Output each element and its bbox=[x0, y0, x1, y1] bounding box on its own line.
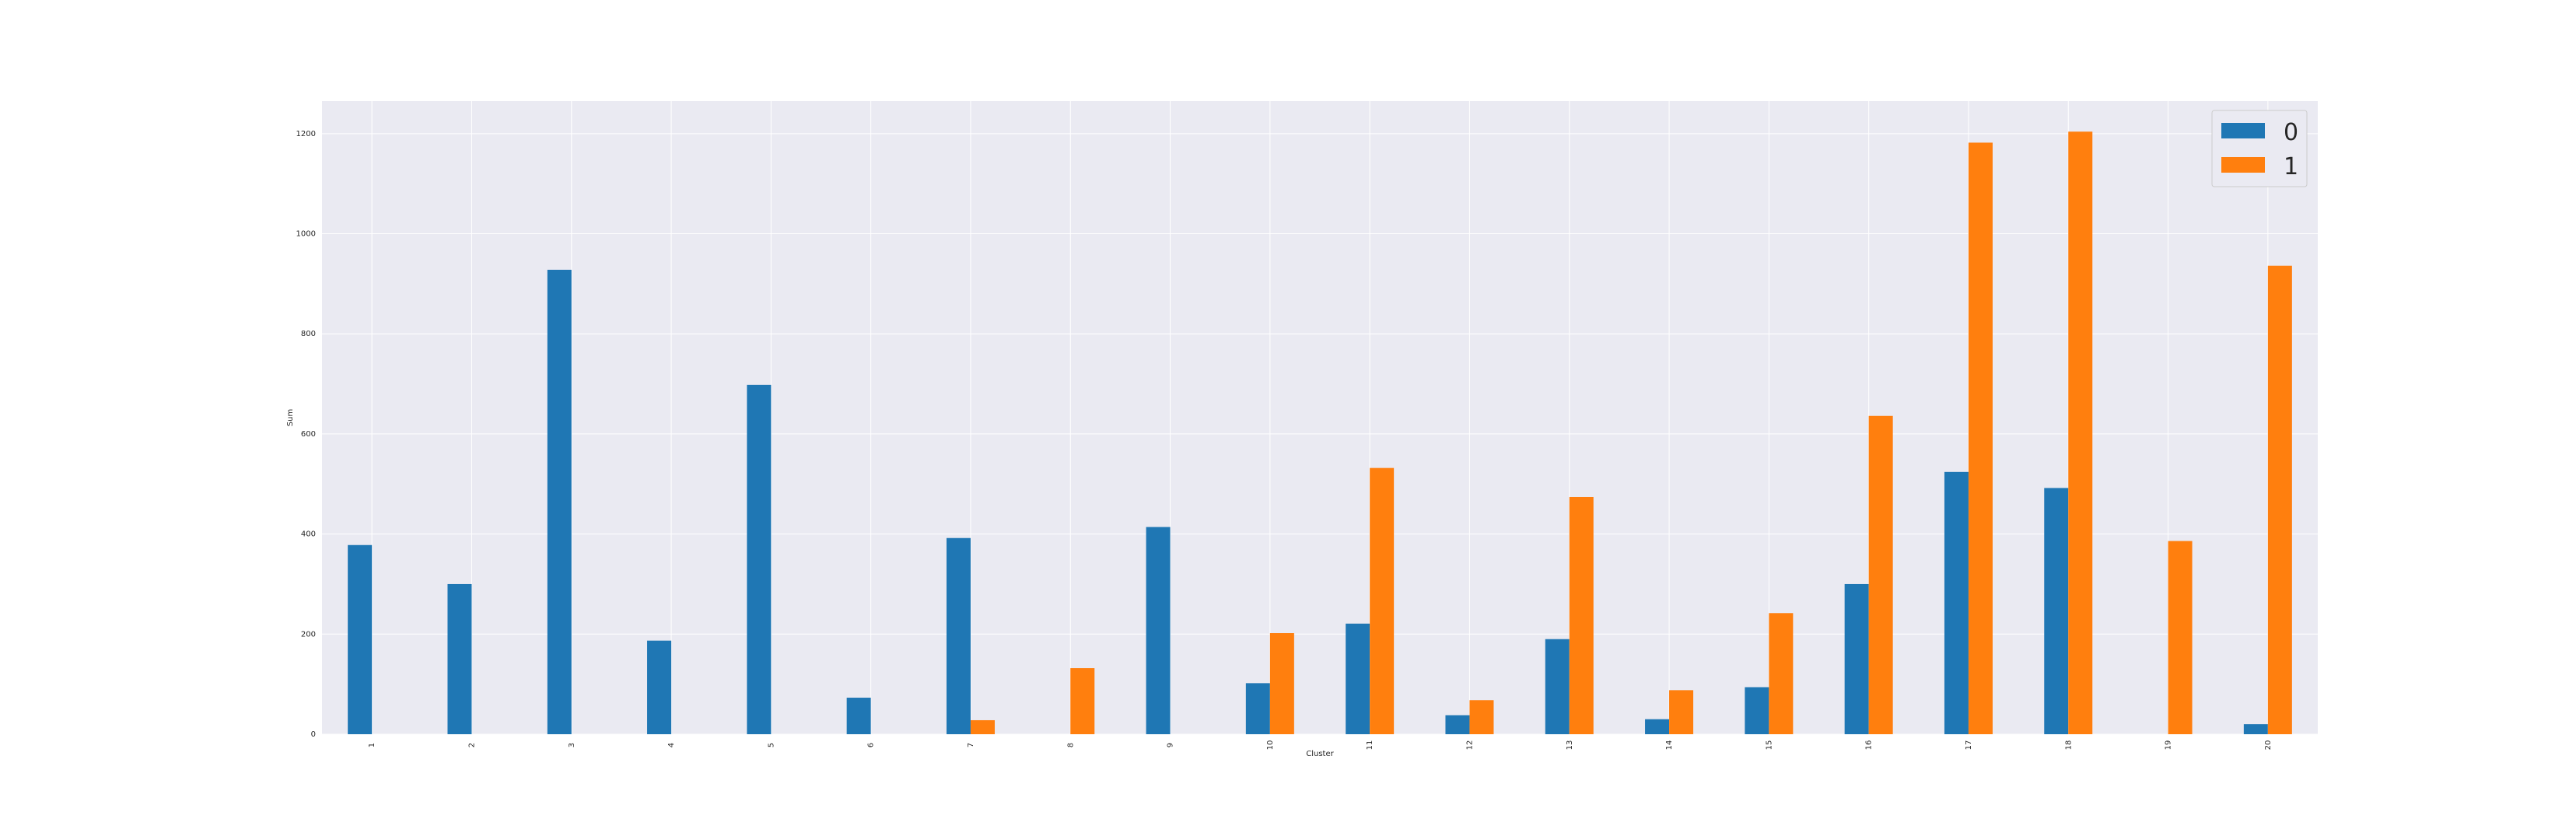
bar-series-0-cluster-17 bbox=[1944, 471, 1969, 734]
bar-series-0-cluster-5 bbox=[747, 384, 772, 734]
x-tick-labels: 1 2 3 4 5 6 7 8 9 10 11 12 13 14 15 16 17 18 19 20 bbox=[368, 740, 2273, 751]
bar-series-0-cluster-13 bbox=[1545, 639, 1570, 734]
x-tick-label: 20 bbox=[2264, 740, 2273, 751]
x-tick-label: 4 bbox=[667, 743, 676, 747]
y-tick-labels: 0 200 400 600 800 1000 1200 bbox=[296, 130, 316, 739]
bar-series-0-cluster-3 bbox=[547, 269, 572, 734]
bars bbox=[348, 131, 2292, 734]
x-tick-label: 18 bbox=[2064, 740, 2073, 751]
x-tick-label: 1 bbox=[368, 743, 376, 747]
bar-series-1-cluster-17 bbox=[1968, 142, 1993, 734]
x-tick-label: 7 bbox=[967, 743, 975, 747]
legend-label-series-1: 1 bbox=[2284, 153, 2298, 180]
y-tick-label: 1000 bbox=[296, 230, 316, 239]
bar-series-1-cluster-19 bbox=[2168, 541, 2193, 734]
bar-series-0-cluster-6 bbox=[846, 698, 871, 734]
x-tick-label: 5 bbox=[767, 743, 775, 747]
y-tick-label: 400 bbox=[301, 530, 316, 539]
plot-background bbox=[322, 101, 2318, 734]
legend: 0 1 bbox=[2211, 110, 2308, 187]
y-tick-label: 600 bbox=[301, 430, 316, 439]
x-tick-label: 14 bbox=[1665, 740, 1674, 751]
x-tick-label: 10 bbox=[1266, 740, 1275, 751]
x-tick-label: 16 bbox=[1865, 740, 1874, 751]
legend-swatch-series-1 bbox=[2221, 157, 2265, 173]
bar-series-0-cluster-11 bbox=[1346, 623, 1370, 734]
bar-series-1-cluster-7 bbox=[970, 719, 995, 734]
bar-series-0-cluster-20 bbox=[2243, 724, 2268, 734]
y-tick-label: 800 bbox=[301, 330, 316, 338]
x-tick-label: 2 bbox=[467, 743, 476, 747]
x-tick-label: 11 bbox=[1366, 740, 1374, 751]
bar-series-0-cluster-14 bbox=[1645, 719, 1670, 734]
y-tick-label: 200 bbox=[301, 630, 316, 639]
bar-series-0-cluster-12 bbox=[1445, 715, 1470, 734]
bar-series-1-cluster-16 bbox=[1868, 415, 1893, 734]
bar-series-0-cluster-18 bbox=[2044, 488, 2069, 734]
x-tick-label: 9 bbox=[1167, 743, 1175, 747]
x-tick-label: 15 bbox=[1765, 740, 1773, 751]
bar-series-1-cluster-10 bbox=[1269, 633, 1294, 734]
x-tick-label: 12 bbox=[1465, 740, 1474, 751]
bar-series-1-cluster-13 bbox=[1569, 496, 1594, 734]
legend-label-series-0: 0 bbox=[2284, 119, 2298, 146]
bar-series-1-cluster-14 bbox=[1669, 690, 1694, 734]
x-tick-label: 8 bbox=[1066, 743, 1075, 747]
x-tick-label: 6 bbox=[867, 743, 876, 747]
bar-series-1-cluster-18 bbox=[2068, 131, 2093, 734]
bar-series-0-cluster-2 bbox=[447, 583, 472, 734]
bar-series-1-cluster-15 bbox=[1769, 613, 1794, 734]
x-tick-label: 3 bbox=[568, 743, 576, 747]
legend-swatch-series-0 bbox=[2221, 123, 2265, 138]
x-tick-label: 13 bbox=[1566, 740, 1574, 751]
bar-series-0-cluster-9 bbox=[1146, 527, 1171, 734]
x-axis-title: Cluster bbox=[1306, 750, 1334, 758]
bar-series-0-cluster-7 bbox=[946, 537, 971, 734]
bar-series-0-cluster-1 bbox=[348, 544, 373, 734]
bar-series-0-cluster-4 bbox=[647, 640, 672, 734]
bar-series-0-cluster-10 bbox=[1245, 683, 1270, 734]
x-tick-label: 19 bbox=[2165, 740, 2173, 751]
bar-series-1-cluster-11 bbox=[1370, 467, 1395, 734]
y-tick-label: 0 bbox=[311, 730, 316, 739]
bar-series-1-cluster-12 bbox=[1469, 700, 1494, 734]
bar-series-0-cluster-16 bbox=[1844, 583, 1869, 734]
y-tick-label: 1200 bbox=[296, 130, 316, 138]
bar-series-1-cluster-20 bbox=[2267, 265, 2292, 734]
y-axis-title: Sum bbox=[286, 409, 295, 426]
bar-series-0-cluster-15 bbox=[1745, 687, 1769, 734]
bar-series-1-cluster-8 bbox=[1070, 668, 1095, 734]
x-tick-label: 17 bbox=[1965, 740, 1973, 751]
